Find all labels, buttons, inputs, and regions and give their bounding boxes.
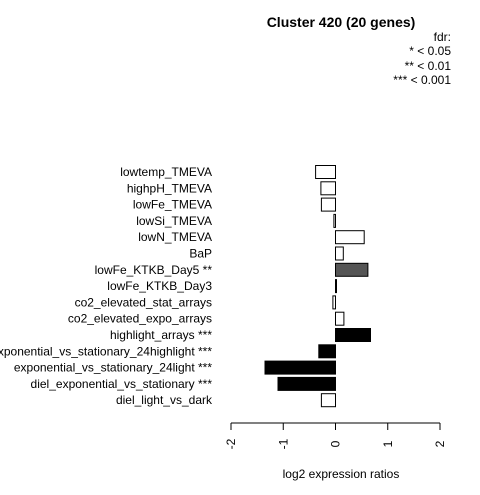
category-label-exponential-vs-stationary-24light: exponential_vs_stationary_24light *** — [14, 361, 212, 375]
bar-lowfe-ktkb-day3 — [335, 279, 337, 294]
x-tick-label: 1 — [381, 440, 395, 447]
bar-diel-light-vs-dark — [320, 393, 336, 408]
x-tick-label: 0 — [329, 440, 343, 447]
x-tick-label: 2 — [433, 440, 447, 447]
bar-lowfe-ktkb-day5 — [335, 262, 369, 277]
bar-exponential-vs-stationary-24highlight — [318, 344, 336, 359]
category-label-bap: BaP — [189, 247, 212, 261]
category-label-diel-light-vs-dark: diel_light_vs_dark — [116, 393, 213, 407]
category-label-co2-elevated-stat-arrays: co2_elevated_stat_arrays — [75, 295, 212, 309]
bar-highph-tmeva — [320, 181, 336, 196]
bar-lowfe-tmeva — [320, 197, 336, 212]
bar-bap — [335, 246, 344, 261]
x-tick-label: -2 — [224, 438, 238, 449]
bar-co2-elevated-expo-arrays — [335, 311, 345, 326]
legend-entry-fdr-005: * < 0.05 — [409, 44, 451, 58]
category-label-lowsi-tmeva: lowSi_TMEVA — [136, 214, 212, 228]
bar-diel-exponential-vs-stationary — [277, 376, 336, 391]
chart-title: Cluster 420 (20 genes) — [267, 14, 416, 30]
category-label-lowfe-ktkb-day3: lowFe_KTKB_Day3 — [107, 279, 212, 293]
category-label-lown-tmeva: lowN_TMEVA — [138, 230, 212, 244]
x-axis-label: log2 expression ratios — [283, 467, 400, 481]
category-label-lowfe-tmeva: lowFe_TMEVA — [133, 198, 212, 212]
category-label-lowtemp-tmeva: lowtemp_TMEVA — [120, 165, 212, 179]
category-label-exponential-vs-stationary-24highlight: exponential_vs_stationary_24highlight **… — [0, 344, 212, 358]
category-label-lowfe-ktkb-day5: lowFe_KTKB_Day5 ** — [95, 263, 213, 277]
category-label-co2-elevated-expo-arrays: co2_elevated_expo_arrays — [68, 312, 212, 326]
x-axis: -2 -1 0 1 2 — [224, 422, 447, 449]
category-label-diel-exponential-vs-stationary: diel_exponential_vs_stationary *** — [31, 377, 213, 391]
x-tick-label: -1 — [276, 438, 290, 449]
legend-title: fdr: — [434, 30, 451, 44]
legend-entry-fdr-0001: *** < 0.001 — [393, 73, 451, 87]
category-label-highph-tmeva: highpH_TMEVA — [127, 181, 212, 195]
bar-lowtemp-tmeva — [315, 165, 337, 179]
bar-co2-elevated-stat-arrays — [332, 295, 336, 310]
bar-lown-tmeva — [335, 230, 365, 245]
bar-group — [264, 165, 371, 408]
bar-highlight-arrays — [335, 328, 371, 342]
category-labels: lowtemp_TMEVA highpH_TMEVA lowFe_TMEVA lowS… — [0, 165, 213, 407]
category-label-highlight-arrays: highlight_arrays *** — [110, 328, 212, 342]
legend-entry-fdr-001: ** < 0.01 — [405, 59, 452, 73]
bar-lowsi-tmeva — [333, 213, 336, 228]
bar-exponential-vs-stationary-24light — [264, 360, 336, 375]
